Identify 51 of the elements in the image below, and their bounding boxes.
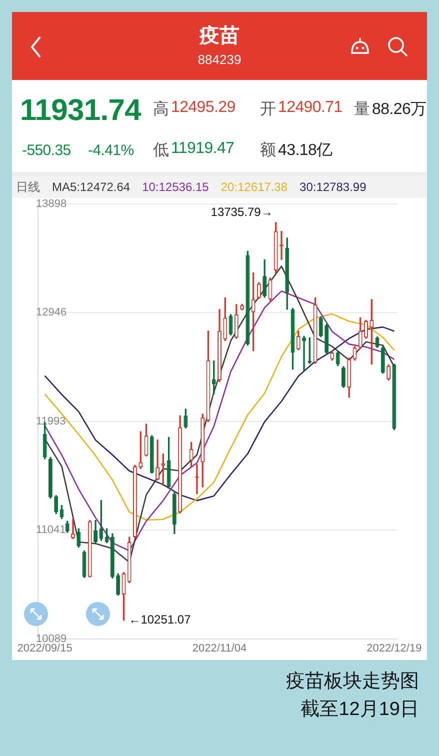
candlestick [251, 272, 256, 352]
text: MA5:12472.64 [52, 180, 130, 194]
chart-title: 疫苗 [198, 24, 240, 49]
candlestick [156, 440, 160, 480]
y-tick-label: 11993 [36, 415, 66, 428]
text: 30:12783.99 [300, 180, 366, 194]
chart-subtitle: 884239 [196, 52, 242, 67]
text: 20:12617.38 [220, 180, 288, 194]
y-tick-label: 11041 [36, 524, 66, 536]
text: 12495.29 [171, 99, 236, 117]
candlestick [268, 278, 272, 302]
text: 11919.47 [171, 140, 234, 158]
text: 11931.74 [20, 94, 142, 128]
candlestick [166, 436, 171, 488]
candlestick [104, 528, 109, 544]
candlestick [341, 366, 346, 388]
candlestick [364, 320, 368, 339]
candlestick [94, 520, 98, 544]
candlestick [71, 518, 75, 540]
x-tick-label: 2022/09/15 [17, 642, 72, 654]
annotation: 13735.79→ [210, 204, 273, 219]
x-tick-label: 2022/12/19 [366, 642, 422, 654]
annotation: ←10251.07 [128, 612, 192, 627]
text: 疫苗板块走势图 [286, 670, 419, 694]
text: -550.35 [22, 142, 71, 159]
candlestick [218, 309, 222, 382]
text: 额 [260, 140, 276, 161]
candlestick [184, 408, 188, 428]
candlestick [375, 336, 380, 348]
candlestick [240, 304, 244, 310]
y-tick-label: 13898 [36, 198, 67, 210]
x-tick-label: 2022/11/04 [192, 642, 247, 654]
text: 截至12月19日 [300, 698, 419, 722]
candlestick [392, 364, 396, 430]
text: 43.18亿 [278, 141, 332, 161]
text: 12490.71 [278, 99, 342, 117]
text: 10:12536.15 [142, 180, 209, 194]
candlestick [133, 464, 137, 538]
candlestick [122, 572, 126, 621]
text: 开 [260, 100, 276, 120]
text: 低 [153, 141, 169, 161]
candlestick [330, 350, 334, 360]
y-tick-label: 12946 [36, 306, 67, 319]
text: 高 [153, 100, 169, 120]
legend-title: 日线 [16, 180, 40, 194]
candlestick [302, 336, 306, 372]
text: 量 [354, 100, 370, 120]
y-tick-label: 10089 [36, 632, 67, 645]
text: -4.41% [88, 142, 134, 159]
text: 88.26万 [372, 100, 426, 120]
candlestick [313, 297, 318, 364]
